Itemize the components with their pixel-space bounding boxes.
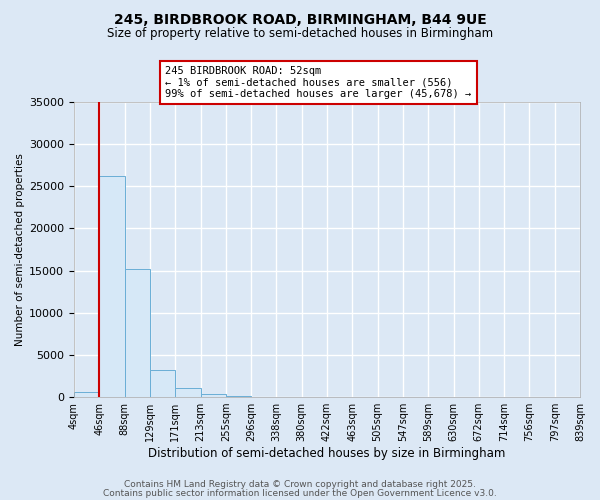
Bar — [150, 370, 175, 397]
Y-axis label: Number of semi-detached properties: Number of semi-detached properties — [15, 153, 25, 346]
Text: Size of property relative to semi-detached houses in Birmingham: Size of property relative to semi-detach… — [107, 28, 493, 40]
Text: 245, BIRDBROOK ROAD, BIRMINGHAM, B44 9UE: 245, BIRDBROOK ROAD, BIRMINGHAM, B44 9UE — [113, 12, 487, 26]
X-axis label: Distribution of semi-detached houses by size in Birmingham: Distribution of semi-detached houses by … — [148, 447, 506, 460]
Bar — [74, 392, 100, 397]
Bar — [226, 396, 251, 397]
Bar — [200, 394, 226, 397]
Bar — [100, 176, 125, 397]
Text: 245 BIRDBROOK ROAD: 52sqm
← 1% of semi-detached houses are smaller (556)
99% of : 245 BIRDBROOK ROAD: 52sqm ← 1% of semi-d… — [165, 66, 472, 99]
Bar — [125, 269, 150, 397]
Text: Contains HM Land Registry data © Crown copyright and database right 2025.: Contains HM Land Registry data © Crown c… — [124, 480, 476, 489]
Text: Contains public sector information licensed under the Open Government Licence v3: Contains public sector information licen… — [103, 488, 497, 498]
Bar — [175, 388, 200, 397]
